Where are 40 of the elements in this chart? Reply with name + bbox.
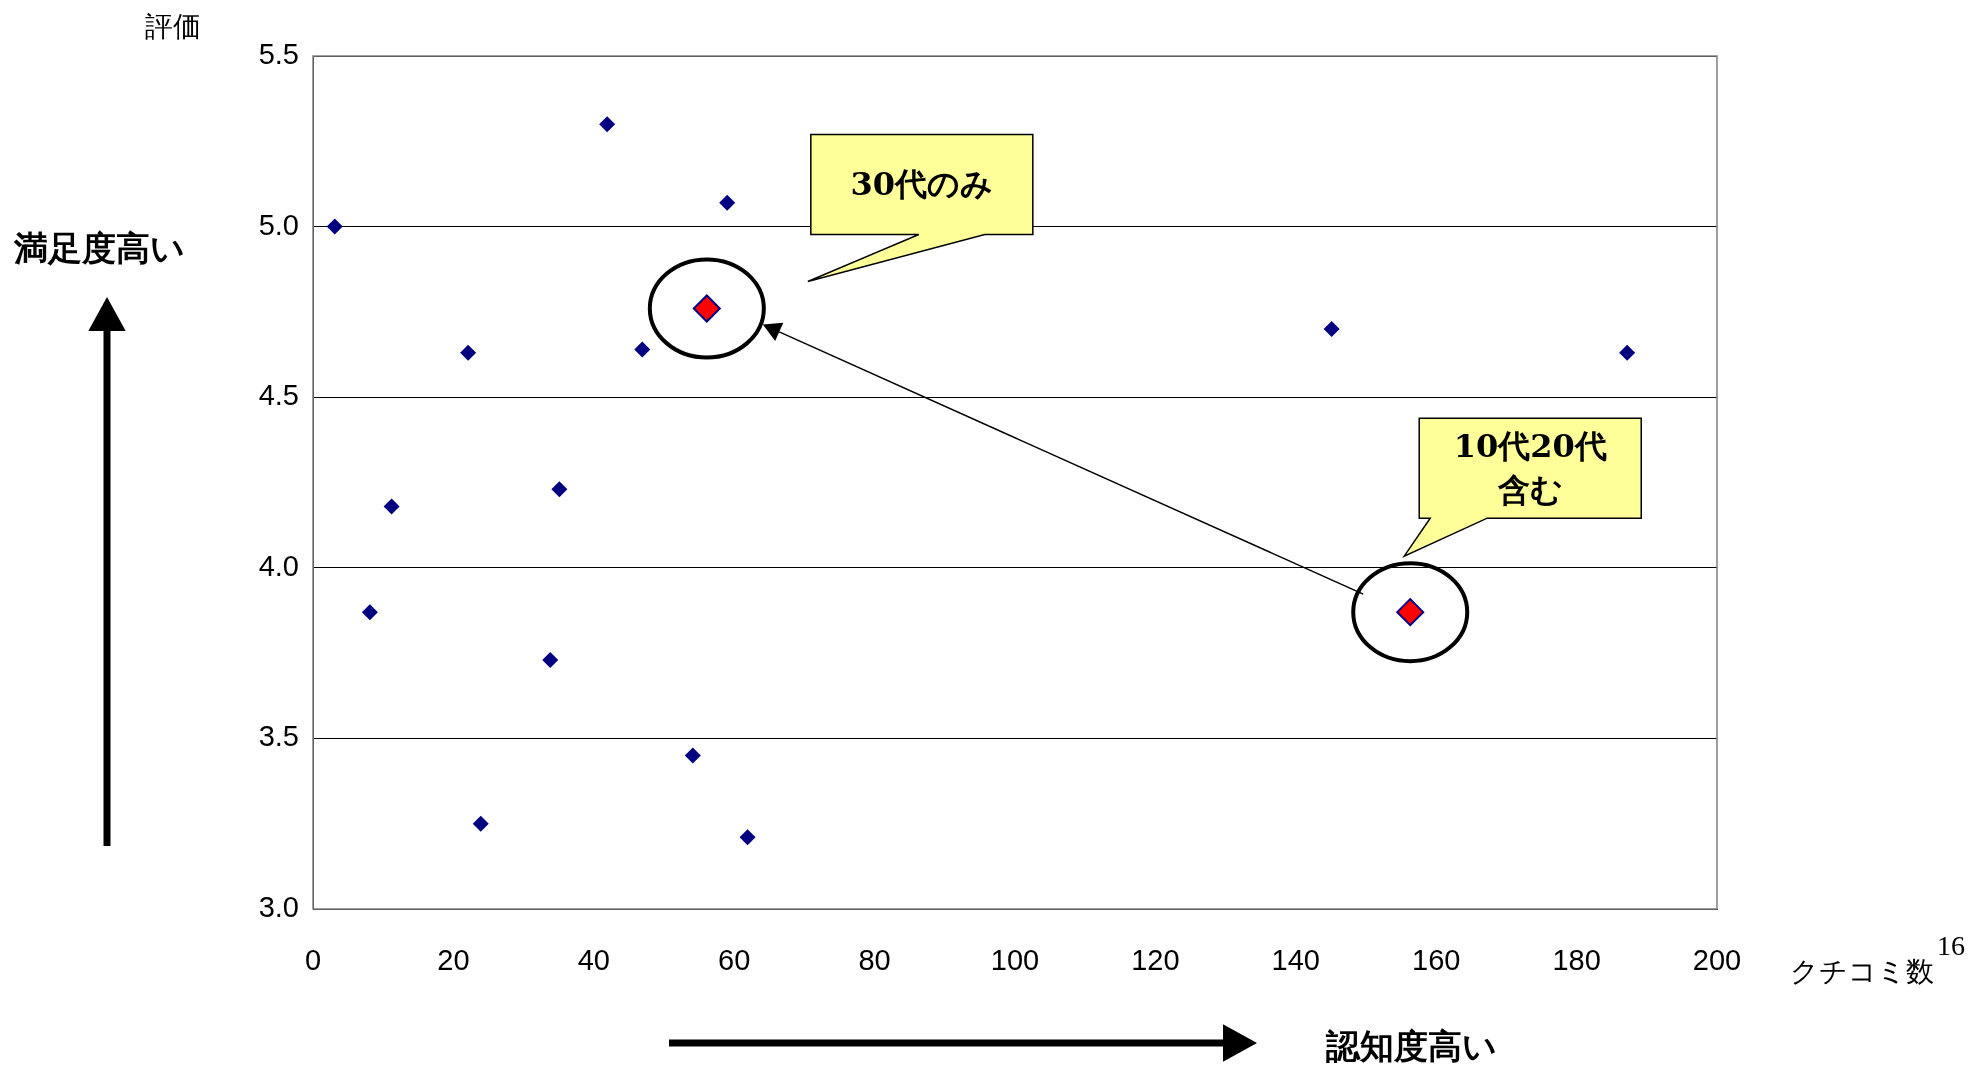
y-tick-label: 3.5 — [258, 720, 299, 753]
point — [739, 829, 756, 846]
point — [383, 498, 400, 515]
annotation: 10代20代含む — [1452, 426, 1608, 512]
point — [1396, 598, 1425, 627]
x-tick-label: 200 — [1692, 944, 1742, 977]
point — [719, 194, 736, 211]
x-tick-label: 100 — [990, 944, 1040, 977]
point — [460, 344, 477, 361]
x-axis-title: クチコミ数 — [1790, 955, 1934, 989]
x-tick-label: 20 — [437, 944, 470, 977]
text: 満足度高い — [14, 227, 185, 270]
y-axis-title: 評価 — [145, 10, 201, 44]
point — [634, 341, 651, 358]
x-tick-label: 160 — [1412, 944, 1461, 977]
point — [692, 294, 721, 323]
point — [1323, 320, 1340, 337]
x-tick-label: 120 — [1131, 944, 1180, 977]
x-tick-label: 80 — [858, 944, 891, 977]
y-tick-label: 4.0 — [258, 549, 299, 582]
point — [599, 116, 616, 133]
point — [551, 481, 568, 498]
x-tick-label: 60 — [718, 944, 751, 977]
point — [361, 604, 378, 621]
y-tick-label: 5.5 — [258, 38, 299, 70]
annotation: 30代のみ — [849, 164, 995, 206]
x-tick-label: 180 — [1552, 944, 1601, 977]
point — [472, 815, 489, 832]
x-tick-label: 140 — [1271, 944, 1320, 977]
point — [542, 651, 559, 668]
y-tick-label: 4.5 — [258, 379, 299, 412]
x-tick-label: 40 — [577, 944, 610, 977]
y-tick-label: 3.0 — [258, 891, 299, 923]
point — [326, 218, 343, 235]
text: 認知度高い — [1326, 1025, 1497, 1066]
point — [1619, 344, 1636, 361]
point — [684, 747, 701, 764]
text: 16 — [1937, 930, 1965, 962]
y-tick-label: 5.0 — [258, 208, 299, 241]
x-tick-label: 0 — [304, 944, 322, 977]
